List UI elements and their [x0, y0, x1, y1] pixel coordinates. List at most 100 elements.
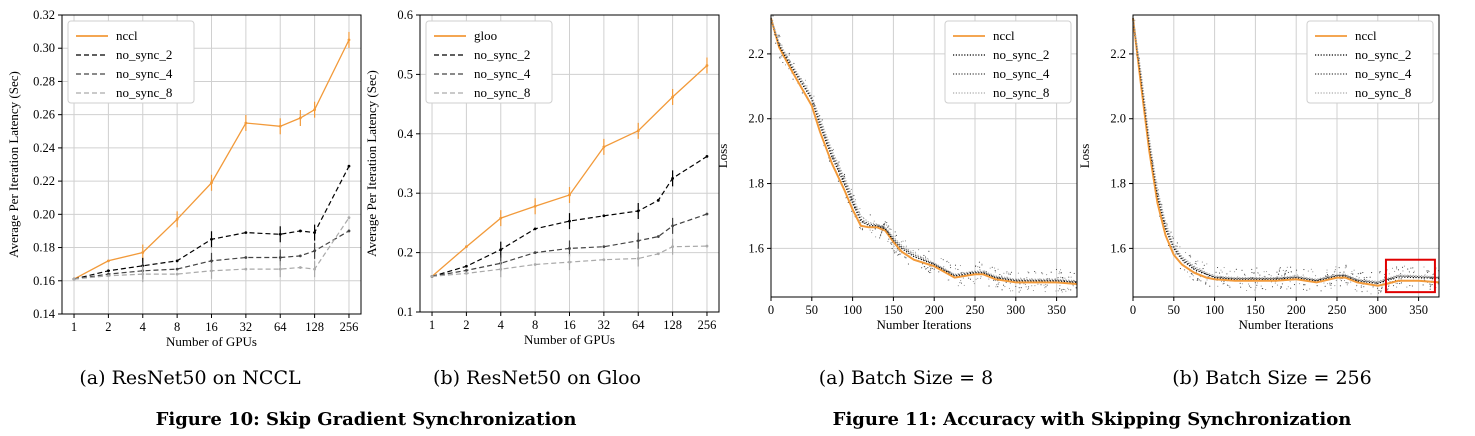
legend-label-no_sync_4: no_sync_4 — [993, 66, 1050, 81]
noise-point — [1396, 286, 1398, 288]
noise-point — [1034, 270, 1036, 273]
noise-point — [1254, 282, 1256, 284]
noise-point — [1286, 288, 1288, 290]
y-axis-label: Average Per Iteration Latency (Sec) — [364, 70, 379, 257]
noise-point — [1055, 290, 1057, 292]
y-tick-label: 2.2 — [1110, 47, 1126, 61]
noise-point — [979, 266, 981, 268]
noise-point — [1006, 272, 1008, 274]
noise-point — [1356, 290, 1358, 292]
noise-point — [954, 264, 957, 266]
noise-point — [1196, 279, 1198, 281]
noise-point — [1304, 284, 1306, 286]
x-tick-label: 256 — [698, 318, 717, 332]
noise-point — [879, 235, 881, 237]
data-point — [347, 216, 351, 220]
noise-point — [1250, 286, 1252, 288]
noise-point — [1185, 251, 1187, 254]
noise-point — [918, 249, 920, 251]
noise-point — [821, 119, 823, 121]
noise-point — [1061, 277, 1063, 279]
noise-point — [1044, 287, 1046, 289]
x-tick-label: 0 — [1130, 303, 1136, 317]
noise-point — [1413, 272, 1415, 274]
chart-resnet50-nccl: 1 2 4 8 16 32 64 128 256 0.14 0.16 0.18 0.20 0.22 0.24… — [6, 8, 362, 349]
series-line-no_sync_8 — [1132, 18, 1440, 283]
y-tick-label: 0.4 — [397, 127, 413, 141]
noise-point — [1226, 284, 1229, 286]
x-tick-label: 150 — [884, 303, 903, 317]
noise-point — [1057, 290, 1059, 292]
noise-point — [1358, 277, 1360, 279]
x-tick-label: 50 — [1168, 303, 1181, 317]
data-point — [705, 212, 709, 216]
noise-point — [995, 280, 997, 282]
noise-point — [1044, 291, 1046, 293]
noise-point — [1426, 270, 1428, 272]
noise-point — [1261, 287, 1263, 290]
noise-point — [804, 79, 806, 81]
noise-point — [1265, 271, 1268, 273]
noise-point — [1400, 273, 1402, 275]
noise-point — [781, 44, 783, 46]
noise-point — [778, 34, 780, 36]
noise-point — [1223, 266, 1225, 269]
noise-point — [1020, 287, 1022, 289]
noise-point — [888, 225, 890, 227]
noise-point — [1018, 287, 1020, 289]
y-tick-label: 0.16 — [33, 274, 55, 288]
noise-point — [1361, 291, 1363, 293]
noise-point — [1134, 19, 1136, 21]
y-tick-label: 0.24 — [33, 141, 56, 155]
noise-point — [806, 85, 808, 87]
noise-point — [895, 234, 897, 236]
noise-point — [897, 254, 899, 257]
noise-point — [784, 64, 787, 66]
noise-point — [1008, 273, 1010, 275]
noise-point — [869, 214, 871, 216]
noise-point — [1176, 245, 1178, 247]
y-tick-label: 0.26 — [33, 108, 55, 122]
noise-point — [1240, 286, 1242, 288]
noise-point — [1200, 280, 1202, 282]
y-tick-label: 0.18 — [33, 241, 55, 255]
data-point — [347, 229, 351, 233]
subtitle-p2: (b) ResNet50 on Gloo — [433, 367, 641, 389]
noise-point — [1354, 289, 1356, 291]
legend-label-nccl: nccl — [1355, 28, 1377, 43]
data-point — [347, 164, 351, 168]
noise-point — [959, 265, 961, 267]
noise-point — [914, 251, 916, 253]
noise-point — [904, 240, 907, 242]
noise-point — [1340, 280, 1342, 282]
noise-point — [1248, 283, 1250, 285]
noise-point — [1263, 275, 1265, 277]
noise-point — [993, 279, 995, 281]
noise-point — [1070, 289, 1072, 291]
noise-point — [1397, 269, 1400, 271]
x-tick-label: 4 — [498, 318, 505, 332]
noise-point — [1345, 266, 1347, 268]
noise-point — [1025, 286, 1027, 288]
legend-label-no_sync_2: no_sync_2 — [1355, 47, 1411, 62]
noise-point — [1179, 268, 1181, 270]
noise-point — [945, 261, 948, 263]
x-tick-label: 2 — [105, 320, 111, 334]
x-tick-label: 250 — [1328, 303, 1347, 317]
noise-point — [897, 254, 899, 256]
noise-point — [928, 272, 930, 274]
series-line-no_sync_2 — [73, 165, 350, 280]
noise-point — [1280, 285, 1282, 288]
noise-point — [1209, 285, 1211, 287]
noise-point — [1376, 283, 1378, 285]
noise-point — [859, 228, 861, 230]
noise-point — [1360, 284, 1362, 286]
data-point — [602, 245, 606, 249]
noise-point — [1175, 252, 1177, 254]
noise-point — [1380, 291, 1382, 293]
y-tick-label: 0.2 — [397, 246, 413, 260]
noise-point — [1366, 290, 1368, 292]
noise-point — [1009, 282, 1011, 284]
noise-point — [1387, 289, 1389, 291]
noise-point — [1251, 268, 1253, 270]
